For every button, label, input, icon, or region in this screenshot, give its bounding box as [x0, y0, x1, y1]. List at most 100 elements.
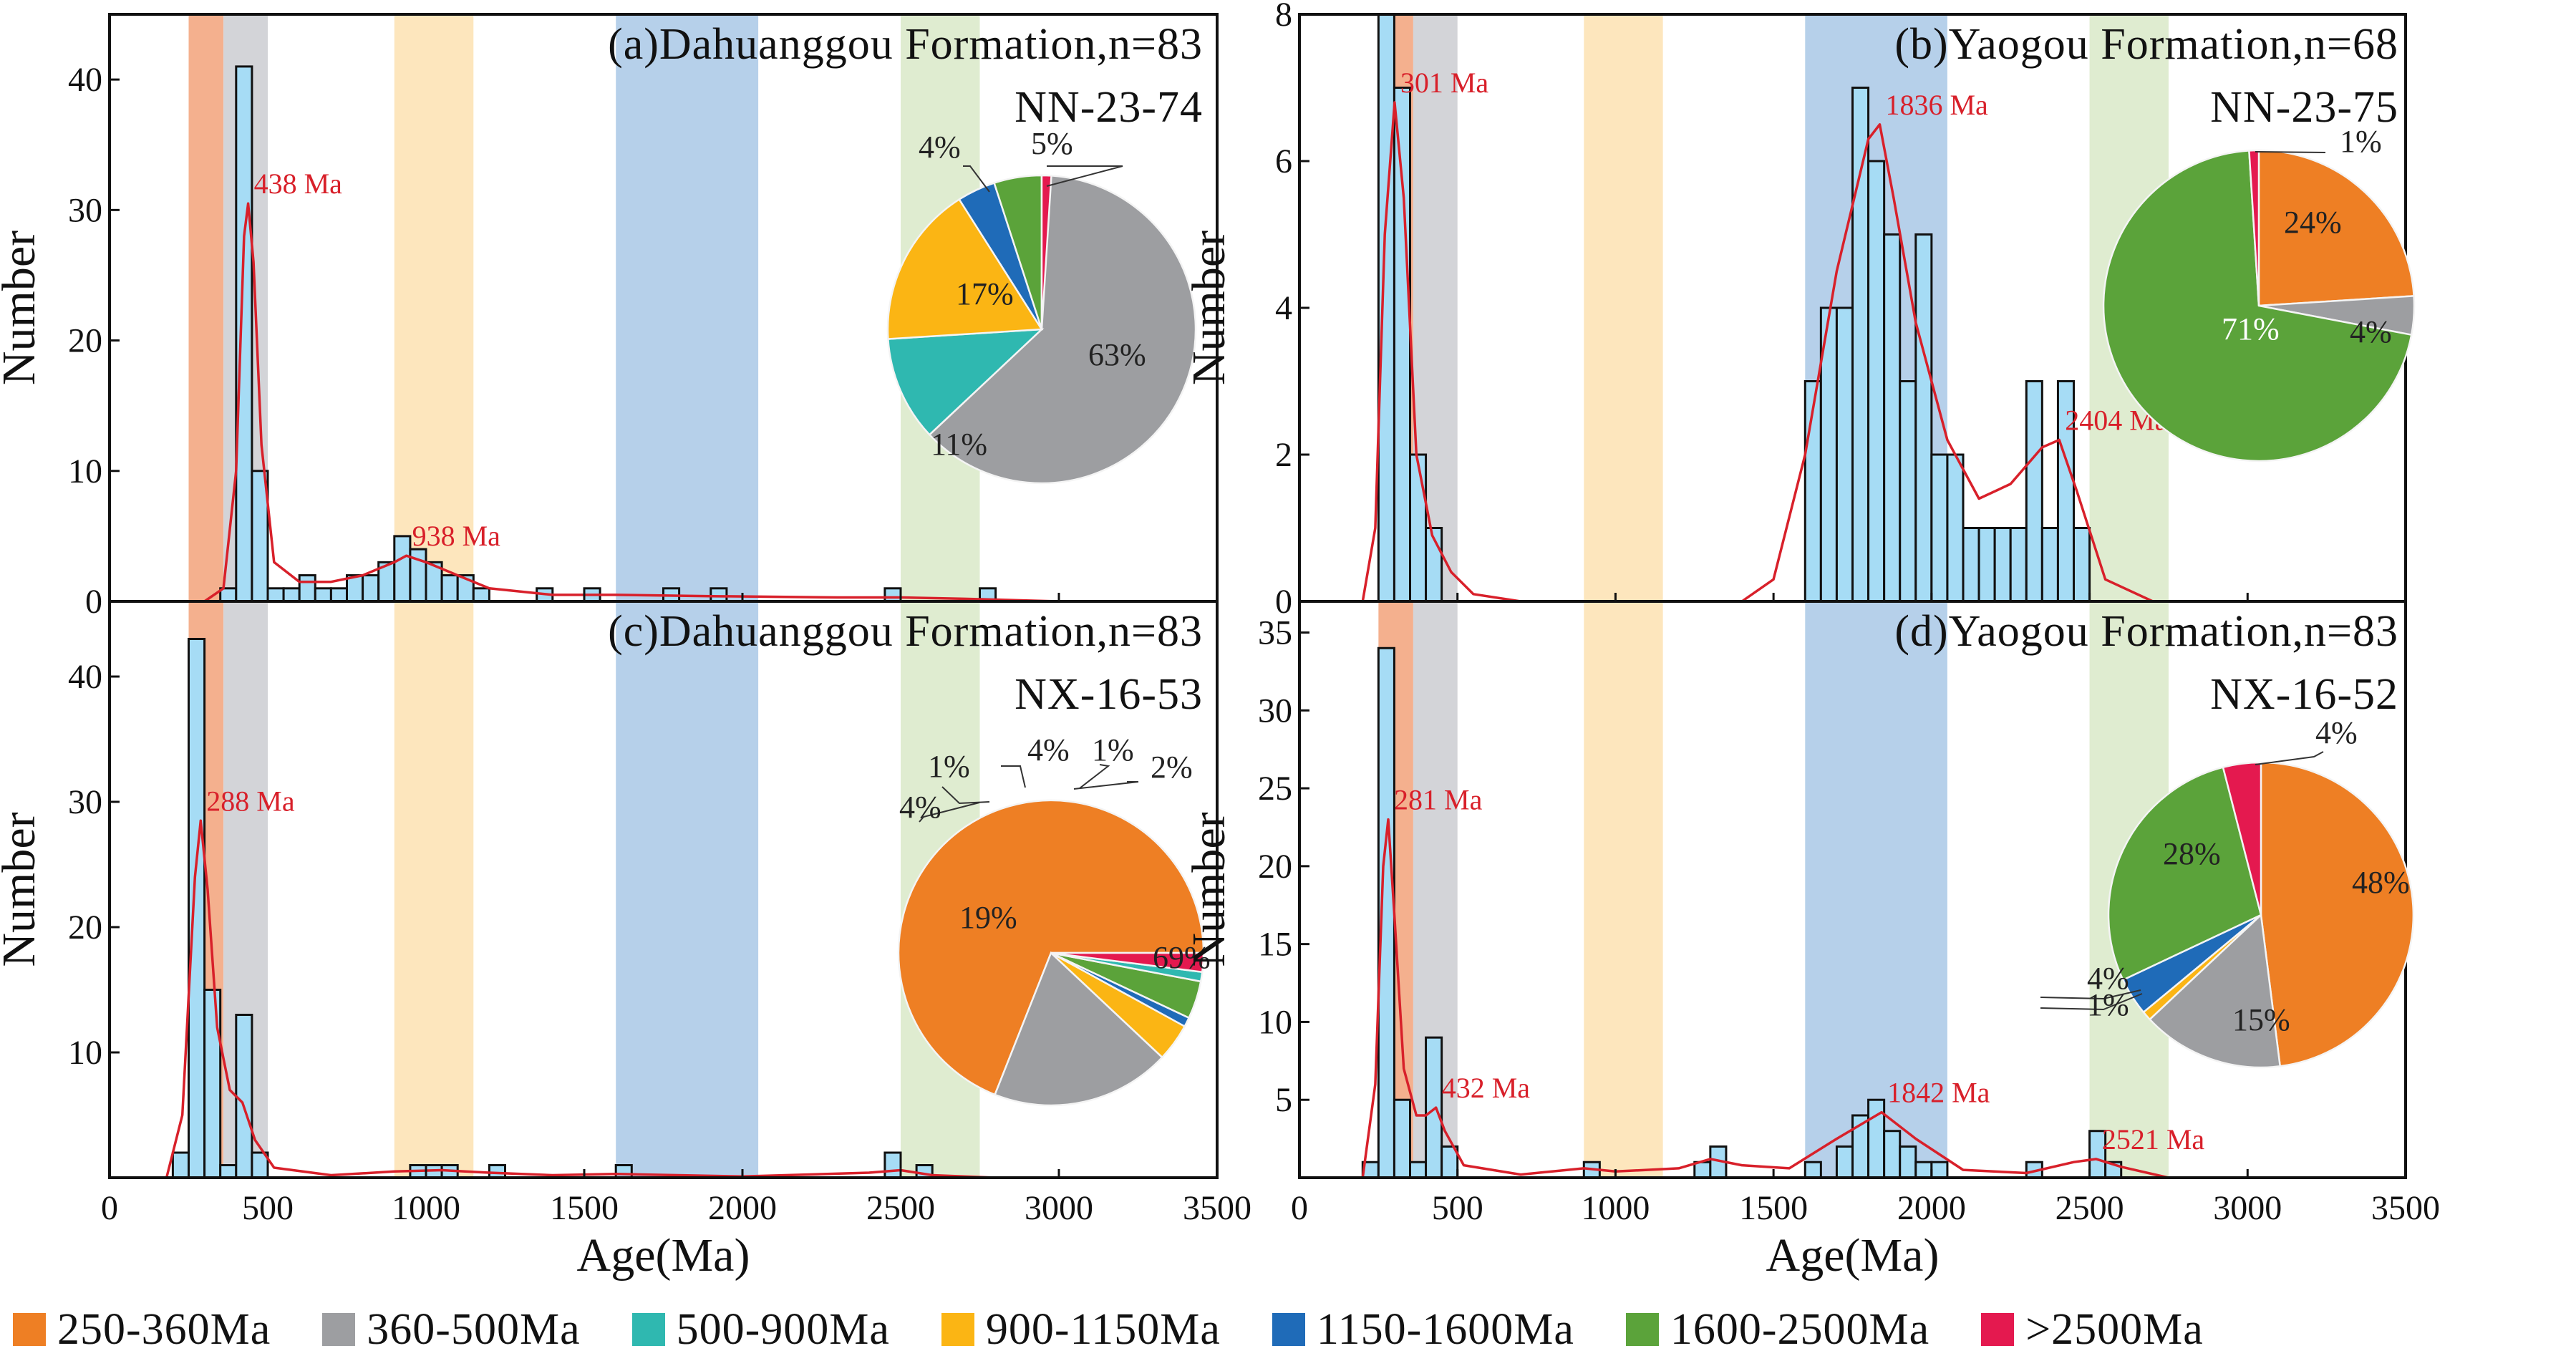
age-band — [394, 14, 474, 601]
y-tick-label: 20 — [1258, 848, 1292, 886]
histogram-bar — [1930, 453, 1949, 603]
histogram-bar — [2025, 380, 2043, 603]
legend-label: >2500Ma — [2025, 1304, 2204, 1354]
histogram-bar — [203, 989, 222, 1179]
age-band — [1584, 601, 1663, 1178]
pie-label: 11% — [931, 427, 987, 462]
histogram-bar — [1914, 233, 1933, 603]
plot-frame — [108, 600, 1219, 1179]
histogram-bar — [1883, 233, 1902, 603]
pie-leader-line — [1079, 764, 1110, 789]
density-curve — [1299, 101, 2406, 603]
histogram-bar — [1946, 453, 1965, 603]
histogram-bar — [314, 587, 332, 603]
y-axis-title: Number — [1183, 231, 1235, 385]
x-tick-label: 1000 — [392, 1189, 460, 1227]
legend-label: 1600-2500Ma — [1670, 1304, 1930, 1354]
pie-slice — [2248, 149, 2260, 306]
peak-label: 301 Ma — [1400, 67, 1489, 99]
histogram-bar — [1851, 87, 1870, 603]
y-axis-title: Number — [0, 231, 45, 385]
y-axis-title: Number — [1183, 812, 1235, 967]
y-tick-label: 25 — [1258, 770, 1292, 808]
pie-slice — [2107, 766, 2262, 982]
x-tick-label: 2000 — [708, 1189, 777, 1227]
y-tick-label: 0 — [85, 583, 102, 621]
y-tick-label: 10 — [68, 1034, 102, 1072]
pie-label: 28% — [2163, 836, 2221, 871]
pie-leader-line — [1073, 781, 1139, 790]
y-axis-title: Number — [0, 812, 45, 967]
y-tick-label: 4 — [1275, 289, 1292, 327]
x-tick-label: 0 — [101, 1189, 118, 1227]
pie-slice — [2148, 913, 2282, 1069]
histogram-bar — [171, 1151, 190, 1179]
y-tick-label: 20 — [68, 909, 102, 946]
legend-swatch — [13, 1313, 46, 1346]
pie-label: 5% — [1031, 126, 1073, 161]
legend-label: 250-360Ma — [57, 1304, 271, 1354]
y-tick-label: 35 — [1258, 614, 1292, 652]
pie-label: 4% — [1027, 732, 1070, 767]
pie-leader-line — [2040, 993, 2143, 1011]
pie-leader-line — [963, 165, 990, 193]
legend-swatch — [941, 1313, 974, 1346]
x-tick-label: 0 — [1291, 1189, 1308, 1227]
x-tick-label: 3500 — [2371, 1189, 2440, 1227]
pie-slice — [2222, 761, 2262, 916]
peak-label: 288 Ma — [206, 785, 295, 817]
pie-leader-line — [2255, 751, 2324, 765]
histogram-bar — [1883, 1130, 1902, 1179]
peak-label: 1836 Ma — [1885, 89, 1988, 121]
histogram-bar — [1867, 160, 1886, 603]
legend-label: 500-900Ma — [676, 1304, 890, 1354]
pie-label: 71% — [2222, 311, 2280, 347]
pie-label: 1% — [928, 749, 970, 784]
histogram-bar — [710, 587, 728, 603]
legend-swatch — [1981, 1313, 2015, 1346]
histogram-bar — [393, 535, 412, 603]
x-tick-label: 500 — [1432, 1189, 1483, 1227]
histogram-bar — [266, 587, 285, 603]
histogram-bar — [2073, 527, 2091, 603]
pie-slice — [1040, 174, 1052, 330]
histogram-bar — [883, 1151, 902, 1179]
pie-slice — [2260, 761, 2415, 1067]
age-band — [616, 601, 759, 1178]
histogram-bar — [1409, 1161, 1428, 1179]
peak-label: 281 Ma — [1394, 784, 1483, 816]
legend-label: 1150-1600Ma — [1316, 1304, 1574, 1354]
histogram-bar — [235, 1014, 253, 1179]
histogram-bar — [472, 587, 490, 603]
sample-name: NX-16-53 — [1015, 670, 1203, 719]
histogram-bar — [1693, 1161, 1712, 1179]
y-tick-label: 10 — [68, 452, 102, 490]
x-tick-label: 2000 — [1897, 1189, 1966, 1227]
y-tick-label: 30 — [68, 191, 102, 229]
pie-slice — [887, 328, 1045, 436]
y-tick-label: 2 — [1275, 436, 1292, 474]
pie-label: 63% — [1088, 337, 1146, 372]
legend-swatch — [322, 1313, 356, 1346]
y-tick-label: 40 — [68, 61, 102, 99]
legend-swatch — [1625, 1313, 1659, 1346]
histogram-bar — [362, 574, 380, 603]
legend-item: 360-500Ma — [322, 1304, 580, 1355]
histogram-bar — [282, 587, 301, 603]
peak-label: 938 Ma — [412, 520, 501, 552]
x-tick-label: 3500 — [1183, 1189, 1251, 1227]
peak-label: 1842 Ma — [1887, 1077, 1990, 1109]
x-tick-label: 2500 — [866, 1189, 935, 1227]
histogram-bar — [219, 1164, 238, 1179]
histogram-bar — [440, 574, 459, 603]
y-tick-label: 20 — [68, 322, 102, 360]
pie-label: 2% — [1151, 750, 1193, 785]
density-curve — [110, 819, 1217, 1179]
age-band — [616, 14, 759, 601]
peak-label: 2521 Ma — [2102, 1123, 2205, 1156]
histogram-bar — [614, 1164, 633, 1179]
y-tick-label: 40 — [68, 658, 102, 696]
y-tick-label: 15 — [1258, 926, 1292, 964]
age-legend: 250-360Ma 360-500Ma 500-900Ma 900-1150Ma… — [7, 1297, 2576, 1362]
pie-slice — [928, 174, 1197, 485]
